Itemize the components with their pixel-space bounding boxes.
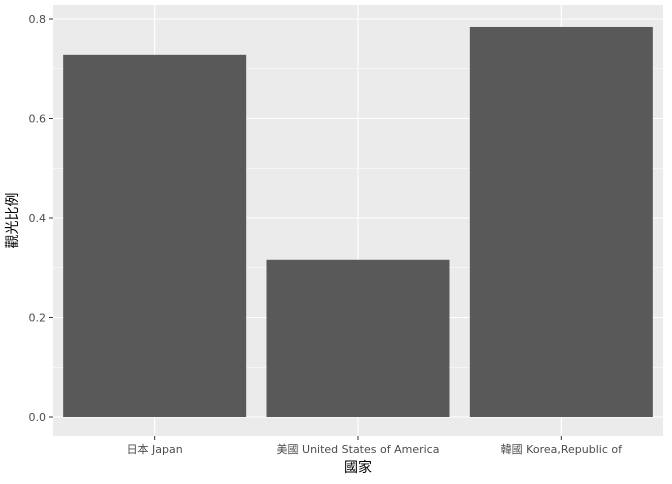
y-axis-title: 觀光比例 [5,193,21,249]
bar [63,54,247,417]
x-axis: 日本 Japan 美國 United States of America 韓國 Ko… [127,436,623,456]
y-axis: 0.0 0.2 0.4 0.6 0.8 [29,13,53,424]
x-axis-title: 國家 [344,459,372,476]
x-tick-label: 韓國 Korea,Republic of [501,443,623,456]
bar [469,26,653,418]
bar [266,259,450,417]
x-tick-label: 日本 Japan [127,442,183,456]
bar-series [63,26,653,418]
y-tick-label: 0.0 [29,411,47,424]
y-tick-label: 0.2 [29,312,47,325]
x-tick-label: 美國 United States of America [277,443,440,456]
y-tick-label: 0.4 [29,212,47,225]
y-tick-label: 0.8 [29,13,47,26]
y-tick-label: 0.6 [29,113,47,126]
